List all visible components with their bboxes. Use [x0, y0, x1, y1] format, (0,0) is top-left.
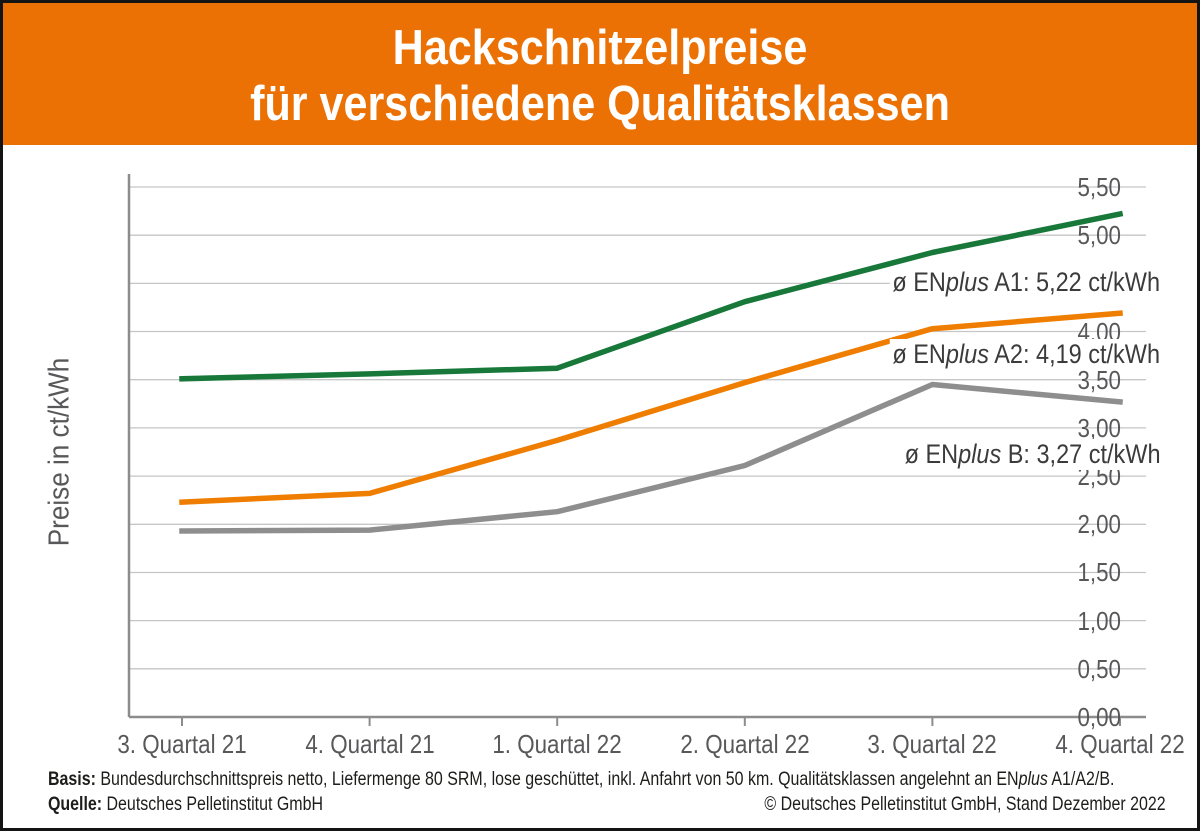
x-tick-label: 2. Quartal 22: [680, 729, 810, 759]
footer-row: Quelle: Deutsches Pelletinstitut GmbH © …: [48, 793, 1166, 816]
series-label-pre: ø EN: [892, 339, 947, 369]
y-tick-label: 0,00: [1077, 702, 1121, 732]
series-line-enplus-a2: [179, 310, 1123, 505]
y-tick-label: 1,00: [1077, 605, 1121, 636]
series-label-post: A1: 5,22 ct/kWh: [989, 267, 1161, 297]
series-label-enplus-b: ø ENplus B: 3,27 ct/kWh: [901, 439, 1163, 470]
footnote-basis-label: Basis:: [48, 769, 96, 790]
line-chart: Preise in ct/kWh 0,00 0,50 1,00 1,50 2,00 2,5…: [3, 145, 1197, 765]
chart-title-line1: Hackschnitzelpreise: [392, 21, 808, 75]
series-label-pre: ø EN: [904, 439, 959, 469]
footnote-basis-text2: A1/A2/B.: [1047, 769, 1115, 790]
y-tick-label: 0,50: [1077, 653, 1121, 684]
y-tick-label: 3,50: [1077, 364, 1121, 395]
footnote-basis: Basis: Bundesdurchschnittspreis netto, L…: [48, 768, 1114, 791]
series-label-post: A2: 4,19 ct/kWh: [989, 339, 1161, 369]
chart-title-line2: für verschiedene Qualitätsklassen: [250, 77, 950, 131]
footnote-quelle-text: Deutsches Pelletinstitut GmbH: [102, 794, 323, 815]
y-tick-label: 1,50: [1077, 557, 1121, 588]
x-tick-label: 3. Quartal 21: [117, 729, 247, 759]
chart-header: Hackschnitzelpreise für verschiedene Qua…: [3, 3, 1197, 145]
series-label-post: B: 3,27 ct/kWh: [1001, 439, 1161, 469]
series-label-italic: plus: [958, 439, 1002, 469]
x-tick-label: 4. Quartal 22: [1055, 729, 1185, 759]
x-tick-label: 3. Quartal 22: [867, 729, 998, 759]
x-axis-ticks: [181, 717, 1121, 726]
series-line-enplus-b: [179, 381, 1123, 534]
series-line-enplus-a1: [179, 210, 1124, 382]
x-tick-label: 4. Quartal 21: [304, 729, 435, 759]
series-label-italic: plus: [946, 339, 990, 369]
y-tick-label: 5,50: [1077, 172, 1121, 202]
plot-canvas: [127, 174, 1146, 726]
gridlines: [129, 186, 1146, 670]
series-label-pre: ø EN: [892, 267, 947, 297]
x-tick-label: 1. Quartal 22: [492, 729, 622, 759]
footnote-basis-text: Bundesdurchschnittspreis netto, Lieferme…: [95, 769, 1019, 790]
y-tick-label: 3,00: [1077, 412, 1121, 443]
copyright-notice: © Deutsches Pelletinstitut GmbH, Stand D…: [764, 794, 1166, 815]
y-axis-title: Preise in ct/kWh: [43, 357, 76, 547]
y-tick-label: 5,00: [1077, 220, 1121, 251]
y-tick-label: 2,00: [1077, 509, 1121, 540]
footnote-quelle: Quelle: Deutsches Pelletinstitut GmbH: [48, 793, 323, 816]
footnote-basis-italic: plus: [1018, 769, 1048, 790]
series-label-enplus-a1: ø ENplus A1: 5,22 ct/kWh: [890, 267, 1163, 298]
series-label-enplus-a2: ø ENplus A2: 4,19 ct/kWh: [890, 339, 1163, 370]
series-label-italic: plus: [946, 267, 990, 297]
footnote-quelle-label: Quelle:: [48, 794, 103, 815]
